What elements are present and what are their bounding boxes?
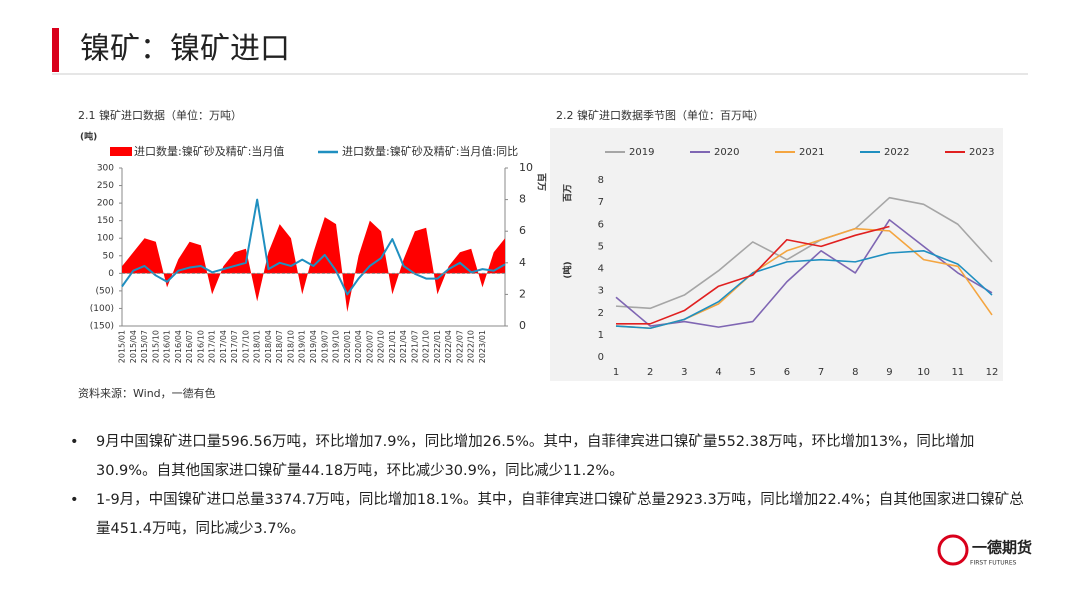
y-unit: 百万	[563, 184, 574, 202]
legend-label: 进口数量:镍矿砂及精矿:当月值:同比	[342, 144, 518, 158]
y2-tick-label: 0	[519, 319, 526, 332]
x-tick-label: 2015/10	[151, 330, 160, 363]
x-tick-label: 9	[886, 367, 892, 378]
y2-tick-label: 10	[519, 161, 533, 174]
y-tick-label: 4	[598, 264, 604, 275]
y2-label: 百万	[536, 173, 547, 191]
y-label: (吨)	[80, 131, 97, 143]
x-tick-label: 1	[613, 367, 619, 378]
bullet: 9月中国镍矿进口量596.56万吨，环比增加7.9%，同比增加26.5%。其中，…	[70, 428, 1030, 486]
x-tick-label: 7	[818, 367, 824, 378]
x-tick-label: 2019/10	[332, 330, 341, 363]
slide-title: 镍矿：镍矿进口	[80, 32, 290, 67]
legend-label: 2023	[969, 147, 994, 158]
y2-tick-label: 6	[519, 224, 526, 237]
x-tick-label: 2015/04	[129, 330, 138, 363]
legend-label: 2020	[714, 147, 739, 158]
x-tick-label: 2017/07	[230, 330, 239, 363]
area	[122, 217, 505, 312]
x-tick-label: 10	[917, 367, 930, 378]
line	[616, 225, 890, 325]
y-tick-label: 100	[97, 234, 114, 244]
x-tick-label: 11	[951, 367, 964, 378]
x-tick-label: 6	[784, 367, 790, 378]
y-tick-label: 1	[598, 330, 604, 341]
x-tick-label: 2022/07	[455, 330, 464, 363]
y-tick-label: 6	[598, 219, 604, 230]
x-tick-label: 12	[986, 367, 999, 378]
y-tick-label: 300	[97, 164, 114, 174]
x-tick-label: 2021/10	[422, 330, 431, 363]
x-tick-label: 2016/10	[196, 330, 205, 363]
logo-sub: FIRST FUTURES	[970, 560, 1017, 567]
y-tick-label: 50	[103, 251, 115, 261]
line	[615, 196, 993, 310]
x-tick-label: 2	[647, 367, 653, 378]
x-tick-label: 2021/07	[410, 330, 419, 363]
x-tick-label: 2020/01	[343, 330, 352, 363]
x-tick-label: 2020/07	[365, 330, 374, 363]
source: 资料来源：Wind，一德有色	[78, 386, 216, 400]
x-tick-label: 2016/07	[185, 330, 194, 363]
x-tick-label: 2022/04	[444, 330, 453, 363]
bullet: 1-9月，中国镍矿进口总量3374.7万吨，同比增加18.1%。其中，自菲律宾进…	[70, 486, 1030, 544]
x-tick-label: 2018/01	[253, 330, 262, 363]
legend-swatch	[110, 147, 132, 156]
x-tick-label: 2016/04	[174, 330, 183, 363]
title-bar	[52, 28, 59, 72]
y2-tick-label: 8	[519, 193, 526, 206]
y-tick-label: 7	[598, 197, 604, 208]
x-tick-label: 2017/04	[219, 330, 228, 363]
y-tick-label: 5	[598, 241, 604, 252]
y-tick-label: 3	[598, 286, 604, 297]
y-tick-label: 8	[598, 175, 604, 186]
x-tick-label: 2020/04	[354, 330, 363, 363]
y-tick-label: 2	[598, 308, 604, 319]
y-tick-label: 250	[97, 181, 114, 191]
x-tick-label: 2019/07	[320, 330, 329, 363]
x-tick-label: 2021/04	[399, 330, 408, 363]
x-tick-label: 2022/01	[433, 330, 442, 363]
legend-label: 2022	[884, 147, 909, 158]
legend-label: 2019	[629, 147, 654, 158]
x-tick-label: 2016/01	[163, 330, 172, 363]
y-tick-label: 0	[108, 269, 114, 279]
bullets: 9月中国镍矿进口量596.56万吨，环比增加7.9%，同比增加26.5%。其中，…	[70, 428, 1030, 544]
line	[615, 219, 993, 328]
x-tick-label: 2018/07	[275, 330, 284, 363]
x-tick-label: 2019/04	[309, 330, 318, 363]
chart-title: 2.1 镍矿进口数据（单位：万吨）	[78, 108, 242, 122]
x-tick-label: 2015/07	[140, 330, 149, 363]
x-tick-label: 4	[715, 367, 721, 378]
x-tick-label: 2018/04	[264, 330, 273, 363]
x-tick-label: 2015/01	[118, 330, 127, 363]
x-tick-label: 2017/01	[208, 330, 217, 363]
y2-tick-label: 2	[519, 287, 526, 300]
x-tick-label: 5	[750, 367, 756, 378]
legend-label: 进口数量:镍矿砂及精矿:当月值	[134, 144, 284, 158]
x-tick-label: 8	[852, 367, 858, 378]
x-tick-label: 2018/10	[286, 330, 295, 363]
x-tick-label: 2023/01	[478, 330, 487, 363]
chart-title: 2.2 镍矿进口数据季节图（单位：百万吨）	[556, 108, 764, 122]
legend-label: 2021	[799, 147, 824, 158]
x-tick-label: 2017/10	[241, 330, 250, 363]
y-tick-label: (100)	[90, 304, 114, 314]
y-tick-label: 150	[97, 216, 114, 226]
x-tick-label: 2021/01	[388, 330, 397, 363]
y-tick-label: 0	[598, 352, 604, 363]
y-label: (吨)	[562, 261, 574, 278]
y2-tick-label: 4	[519, 256, 526, 269]
line	[615, 250, 993, 330]
x-tick-label: 2019/01	[298, 330, 307, 363]
line	[121, 198, 506, 296]
y-tick-label: (50)	[96, 286, 114, 296]
x-tick-label: 2020/10	[377, 330, 386, 363]
x-tick-label: 3	[681, 367, 687, 378]
x-tick-label: 2022/10	[467, 330, 476, 363]
y-tick-label: 200	[97, 199, 114, 209]
y-tick-label: (150)	[90, 322, 114, 332]
